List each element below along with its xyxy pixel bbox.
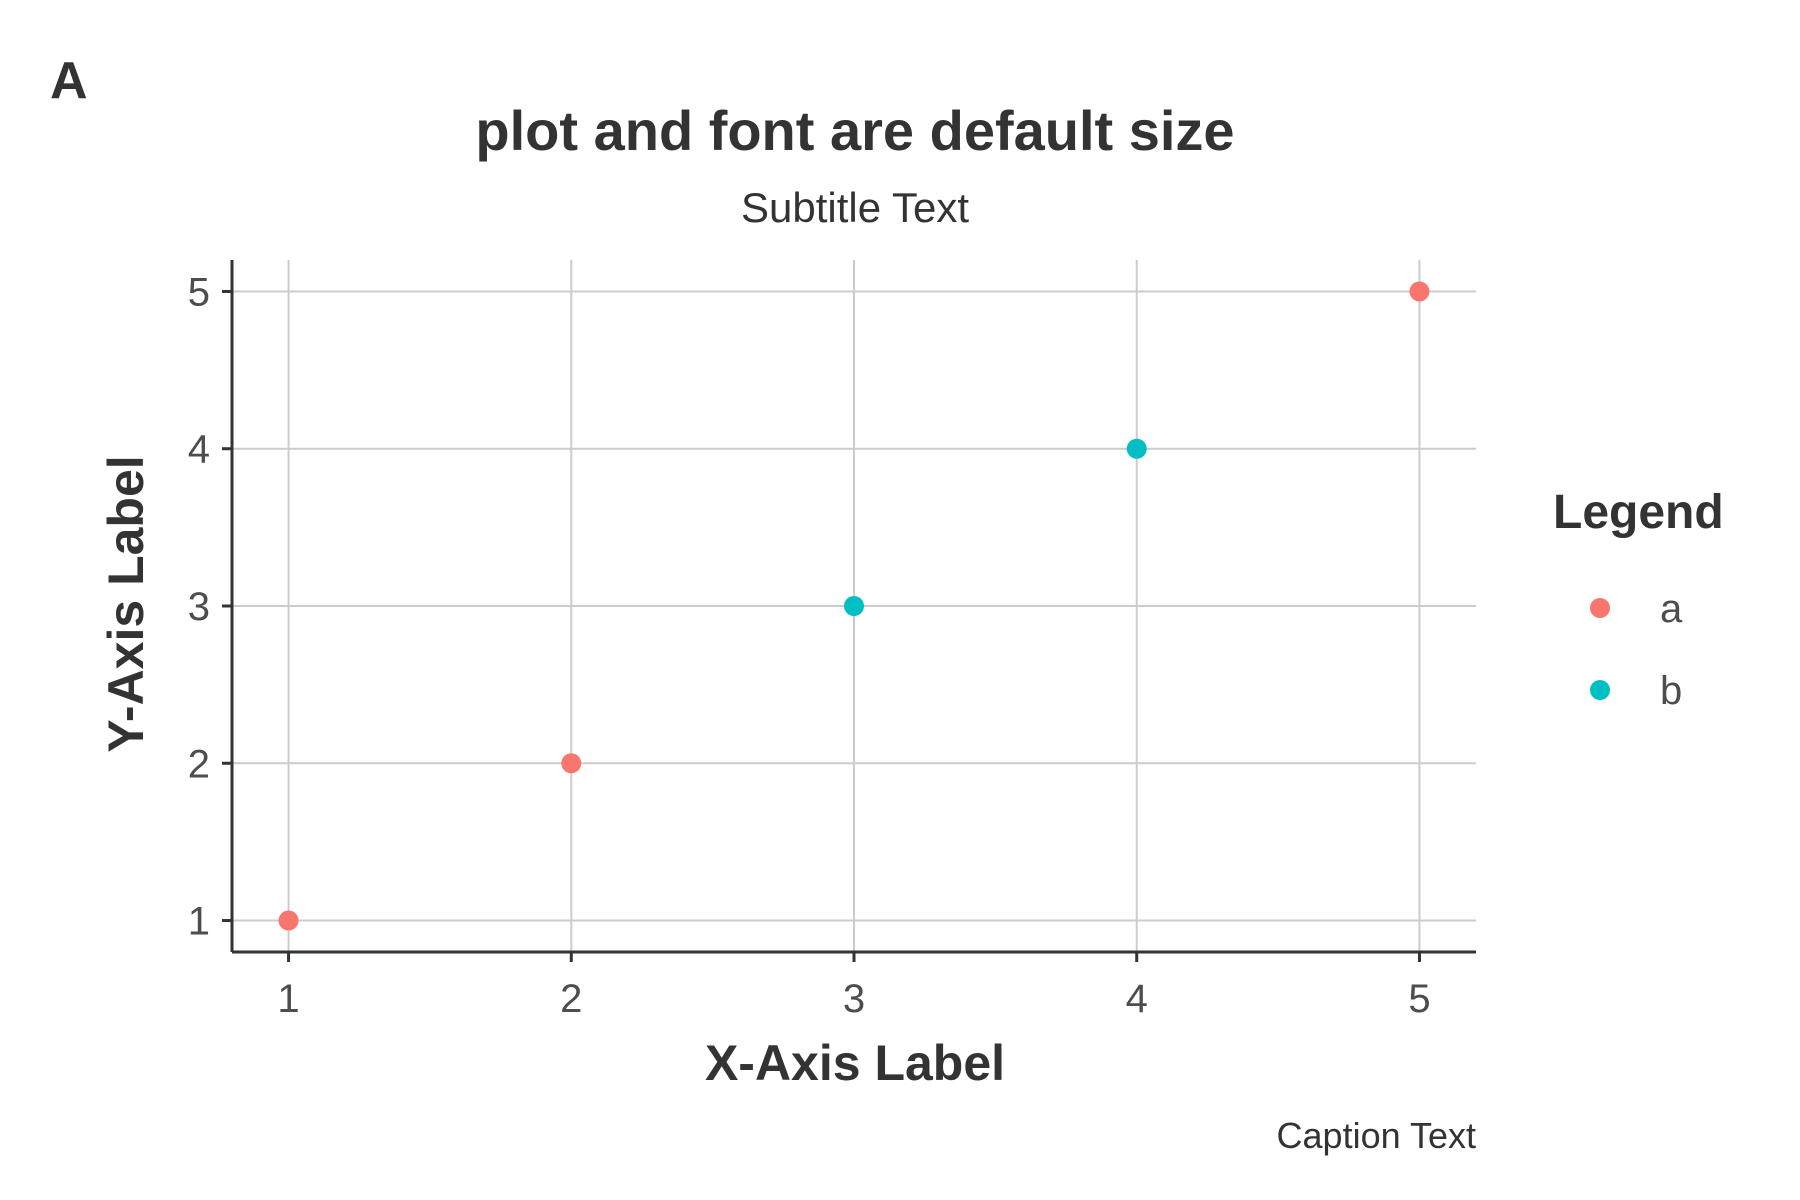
y-tick-label-4: 4 bbox=[188, 428, 210, 472]
y-tick-label-1: 1 bbox=[188, 900, 210, 944]
legend-key-b bbox=[1590, 680, 1610, 700]
point-a-5 bbox=[1409, 281, 1430, 302]
point-b-4 bbox=[1126, 438, 1147, 459]
point-a-2 bbox=[561, 753, 582, 774]
legend-key-a bbox=[1590, 598, 1610, 618]
y-axis-title: Y-Axis Label bbox=[98, 455, 154, 752]
x-tick-label-2: 2 bbox=[560, 977, 582, 1021]
x-tick-label-4: 4 bbox=[1126, 977, 1148, 1021]
chart-caption: Caption Text bbox=[1277, 1115, 1476, 1156]
x-tick-label-3: 3 bbox=[843, 977, 865, 1021]
x-tick-label-5: 5 bbox=[1408, 977, 1430, 1021]
point-a-1 bbox=[278, 910, 299, 931]
point-b-3 bbox=[844, 596, 864, 616]
data-points bbox=[278, 281, 1430, 931]
y-tick-label-5: 5 bbox=[188, 270, 210, 314]
x-axis-title: X-Axis Label bbox=[705, 1035, 1005, 1091]
legend-label-b: b bbox=[1660, 669, 1682, 713]
x-tick-label-1: 1 bbox=[277, 977, 299, 1021]
panel-tag: A bbox=[50, 52, 88, 110]
legend-label-a: a bbox=[1660, 587, 1683, 631]
y-tick-label-2: 2 bbox=[188, 742, 210, 786]
legend: Legend ab bbox=[1553, 486, 1724, 713]
chart-title: plot and font are default size bbox=[475, 99, 1234, 162]
chart-subtitle: Subtitle Text bbox=[741, 184, 969, 231]
y-tick-label-3: 3 bbox=[188, 585, 210, 629]
legend-title: Legend bbox=[1553, 486, 1724, 539]
grid-lines bbox=[232, 260, 1476, 952]
axis-ticks: 1 2 3 4 5 1 2 3 4 5 bbox=[188, 270, 1431, 1021]
